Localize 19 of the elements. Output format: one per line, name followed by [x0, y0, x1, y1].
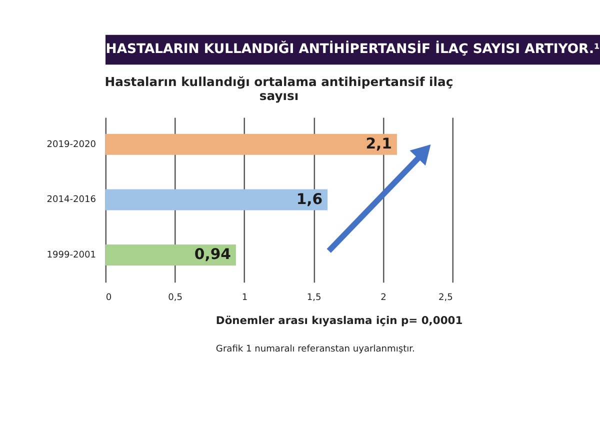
bar — [105, 189, 328, 210]
y-tick-label: 2014-2016 — [46, 195, 96, 206]
y-tick-label: 1999-2001 — [46, 250, 96, 261]
x-tick-label: 0,5 — [168, 292, 182, 303]
y-tick-label: 2019-2020 — [46, 140, 96, 150]
bar — [105, 134, 397, 155]
data-label: 1,6 — [296, 190, 323, 208]
x-tick-label: 2 — [380, 292, 386, 303]
data-label: 0,94 — [194, 246, 232, 264]
x-tick-label: 0 — [106, 292, 112, 303]
chart-subtitle: Hastaların kullandığı ortalama antihipertansif ilaç sayısı — [104, 75, 454, 104]
chart-title: HASTALARIN KULLANDIĞI ANTİHİPERTANSİF İLAÇ SAYISI ARTIYOR.¹ — [106, 40, 600, 58]
x-tick-label: 2,5 — [438, 292, 453, 303]
data-label: 2,1 — [366, 136, 392, 153]
text: Dönemler arası kıyaslama için p= 0,0001 — [216, 314, 463, 328]
text: Grafik 1 numaralı referanstan uyarlanmıştır. — [216, 344, 415, 354]
bar — [105, 244, 236, 266]
x-tick-label: 1 — [242, 292, 248, 303]
x-tick-label: 1,5 — [306, 292, 322, 303]
